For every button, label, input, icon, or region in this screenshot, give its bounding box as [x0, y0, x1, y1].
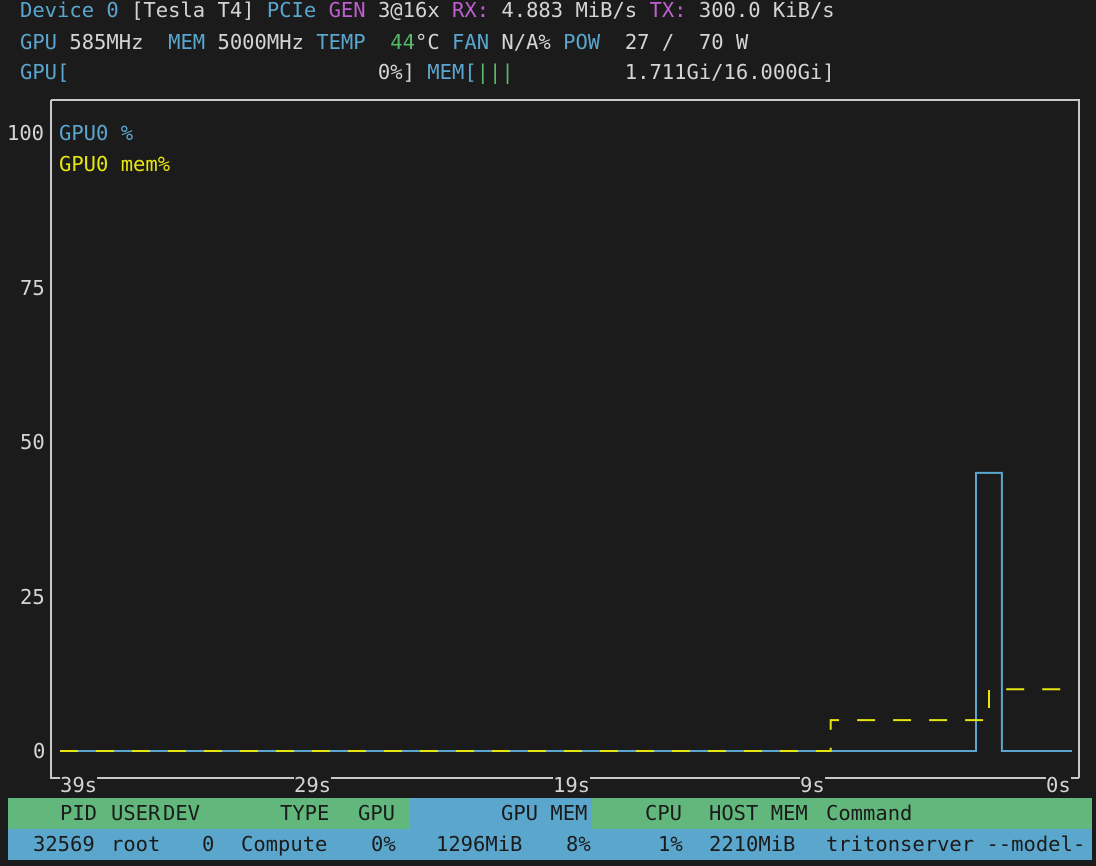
series-line-gpu-util — [60, 471, 1072, 752]
y-tick-75: 75 — [20, 276, 45, 300]
series-line-gpu-mem — [60, 688, 1072, 752]
header-user[interactable]: USER — [111, 801, 161, 825]
x-tick-39s: 39s — [60, 773, 98, 797]
cell-command: tritonserver --model- — [826, 832, 1086, 856]
header-gpu[interactable]: GPU — [358, 801, 396, 825]
header-text-segment: Device 0 — [20, 0, 119, 22]
x-tick-0s: 0s — [1046, 773, 1071, 797]
gpu-usage-chart — [50, 99, 1080, 779]
header-text-segment: N/A% — [489, 30, 564, 54]
y-tick-50: 50 — [20, 430, 45, 454]
legend-gpu-mem: GPU0 mem% — [59, 152, 171, 176]
utilization-bars-line: GPU[ 0%] MEM[||| 1.711Gi/16.000Gi] — [20, 60, 835, 84]
header-text-segment: 27 / 70 W — [600, 30, 749, 54]
header-text-segment: °C — [415, 30, 453, 54]
header-text-segment: 4.883 MiB/s — [501, 0, 650, 22]
header-text-segment: FAN — [452, 30, 490, 54]
x-tick-9s: 9s — [800, 773, 825, 797]
clock-temp-power-line: GPU 585MHz MEM 5000MHz TEMP 44°C FAN N/A… — [20, 30, 748, 54]
cell-cpu: 1% — [658, 832, 683, 856]
y-tick-25: 25 — [20, 585, 45, 609]
header-text-segment: 1.711Gi/16.000Gi] — [513, 60, 835, 84]
cell-pid: 32569 — [33, 832, 95, 856]
header-text-segment: 44 — [365, 30, 415, 54]
device-info-line: Device 0 [Tesla T4] PCIe GEN 3@16x RX: 4… — [20, 0, 835, 22]
header-text-segment: 300.0 KiB/s — [698, 0, 835, 22]
header-dev[interactable]: DEV — [163, 801, 201, 825]
header-text-segment: PCIe — [266, 0, 329, 22]
header-text-segment: GPU — [20, 30, 58, 54]
header-text-segment: [Tesla T4] — [118, 0, 267, 22]
header-type[interactable]: TYPE — [280, 801, 330, 825]
header-text-segment: 5000MHz — [205, 30, 317, 54]
header-cpu[interactable]: CPU — [645, 801, 683, 825]
header-text-segment: 3@16x — [377, 0, 453, 22]
header-text-segment: RX: — [452, 0, 502, 22]
header-pid[interactable]: PID — [60, 801, 98, 825]
header-text-segment: ||| — [476, 60, 514, 84]
cell-gpu-mem-pct: 8% — [566, 832, 591, 856]
cell-host-mem: 2210MiB — [709, 832, 796, 856]
header-text-segment: POW — [563, 30, 601, 54]
header-text-segment: MEM[ — [427, 60, 477, 84]
cell-gpu: 0% — [371, 832, 396, 856]
header-gpu-mem[interactable]: GPU MEM — [501, 801, 588, 825]
cell-type: Compute — [241, 832, 328, 856]
header-text-segment: GPU[ — [20, 60, 70, 84]
y-tick-100: 100 — [7, 121, 45, 145]
header-host-mem[interactable]: HOST MEM — [709, 801, 808, 825]
header-text-segment: TX: — [649, 0, 699, 22]
x-tick-19s: 19s — [553, 773, 591, 797]
header-text-segment: MEM — [168, 30, 206, 54]
cell-gpu-mem: 1296MiB — [436, 832, 523, 856]
header-text-segment: 585MHz — [57, 30, 169, 54]
legend-gpu-util: GPU0 % — [59, 121, 134, 145]
header-text-segment: TEMP — [316, 30, 366, 54]
cell-dev: 0 — [202, 832, 215, 856]
y-tick-0: 0 — [33, 739, 46, 763]
header-command[interactable]: Command — [826, 801, 913, 825]
header-text-segment: GEN — [328, 0, 378, 22]
cell-user: root — [111, 832, 161, 856]
x-tick-29s: 29s — [294, 773, 332, 797]
header-text-segment: 0%] — [69, 60, 428, 84]
chart-frame — [50, 99, 1080, 779]
